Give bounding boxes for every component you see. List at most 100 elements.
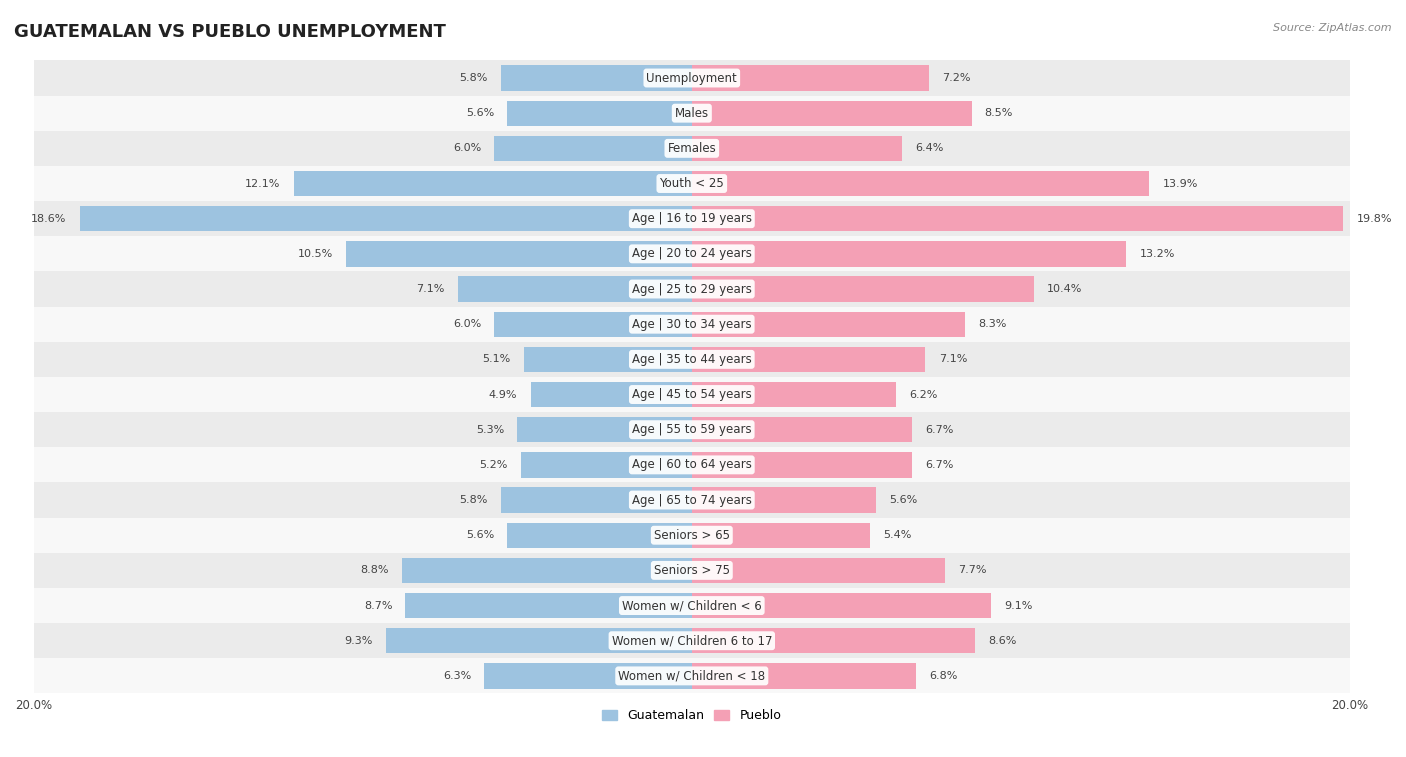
Bar xyxy=(692,136,903,161)
Text: 10.4%: 10.4% xyxy=(1047,284,1083,294)
Text: Age | 30 to 34 years: Age | 30 to 34 years xyxy=(631,318,752,331)
Text: Females: Females xyxy=(668,142,716,155)
Text: Youth < 25: Youth < 25 xyxy=(659,177,724,190)
Bar xyxy=(34,377,1350,412)
Text: 6.8%: 6.8% xyxy=(929,671,957,681)
Bar xyxy=(458,276,692,302)
Bar xyxy=(692,241,1126,266)
Text: 19.8%: 19.8% xyxy=(1357,213,1392,223)
Bar xyxy=(692,312,965,337)
Bar xyxy=(692,452,912,478)
Bar xyxy=(495,312,692,337)
Bar xyxy=(485,663,692,689)
Bar xyxy=(80,206,692,232)
Bar xyxy=(530,382,692,407)
Bar xyxy=(294,171,692,196)
Text: 13.9%: 13.9% xyxy=(1163,179,1198,188)
Text: Age | 55 to 59 years: Age | 55 to 59 years xyxy=(631,423,752,436)
Text: Source: ZipAtlas.com: Source: ZipAtlas.com xyxy=(1274,23,1392,33)
Bar xyxy=(692,488,876,512)
Bar xyxy=(34,95,1350,131)
Bar xyxy=(34,412,1350,447)
Legend: Guatemalan, Pueblo: Guatemalan, Pueblo xyxy=(602,709,782,722)
Text: 9.1%: 9.1% xyxy=(1004,600,1033,611)
Text: 6.4%: 6.4% xyxy=(915,143,943,154)
Text: 9.3%: 9.3% xyxy=(344,636,373,646)
Text: 18.6%: 18.6% xyxy=(31,213,66,223)
Bar xyxy=(34,201,1350,236)
Text: 13.2%: 13.2% xyxy=(1139,249,1175,259)
Bar xyxy=(495,136,692,161)
Text: 6.2%: 6.2% xyxy=(910,390,938,400)
Text: 5.3%: 5.3% xyxy=(477,425,505,435)
Text: 12.1%: 12.1% xyxy=(245,179,280,188)
Text: 7.7%: 7.7% xyxy=(959,565,987,575)
Text: 5.4%: 5.4% xyxy=(883,530,911,540)
Bar xyxy=(692,382,896,407)
Text: Age | 65 to 74 years: Age | 65 to 74 years xyxy=(631,494,752,506)
Text: 5.2%: 5.2% xyxy=(479,459,508,470)
Text: 6.0%: 6.0% xyxy=(453,319,481,329)
Text: Age | 45 to 54 years: Age | 45 to 54 years xyxy=(631,388,752,401)
Bar xyxy=(520,452,692,478)
Bar xyxy=(501,65,692,91)
Text: Age | 16 to 19 years: Age | 16 to 19 years xyxy=(631,212,752,225)
Bar xyxy=(692,663,915,689)
Text: 8.8%: 8.8% xyxy=(360,565,389,575)
Text: 8.5%: 8.5% xyxy=(984,108,1014,118)
Text: 7.1%: 7.1% xyxy=(939,354,967,364)
Text: 4.9%: 4.9% xyxy=(489,390,517,400)
Bar xyxy=(34,482,1350,518)
Text: 8.3%: 8.3% xyxy=(979,319,1007,329)
Text: 5.6%: 5.6% xyxy=(889,495,918,505)
Bar xyxy=(692,558,945,583)
Bar xyxy=(34,553,1350,588)
Text: 6.3%: 6.3% xyxy=(443,671,471,681)
Text: 5.1%: 5.1% xyxy=(482,354,510,364)
Bar xyxy=(508,522,692,548)
Bar xyxy=(34,236,1350,272)
Text: 5.8%: 5.8% xyxy=(460,495,488,505)
Bar xyxy=(34,61,1350,95)
Text: Women w/ Children < 18: Women w/ Children < 18 xyxy=(619,669,765,682)
Bar xyxy=(692,65,929,91)
Bar xyxy=(692,171,1149,196)
Text: GUATEMALAN VS PUEBLO UNEMPLOYMENT: GUATEMALAN VS PUEBLO UNEMPLOYMENT xyxy=(14,23,446,41)
Text: 6.7%: 6.7% xyxy=(925,425,953,435)
Bar xyxy=(692,347,925,372)
Text: 7.2%: 7.2% xyxy=(942,73,970,83)
Bar xyxy=(34,447,1350,482)
Text: Seniors > 65: Seniors > 65 xyxy=(654,528,730,542)
Bar xyxy=(34,166,1350,201)
Text: Women w/ Children < 6: Women w/ Children < 6 xyxy=(621,599,762,612)
Text: Age | 35 to 44 years: Age | 35 to 44 years xyxy=(631,353,752,366)
Text: 10.5%: 10.5% xyxy=(298,249,333,259)
Text: 8.7%: 8.7% xyxy=(364,600,392,611)
Text: Unemployment: Unemployment xyxy=(647,71,737,85)
Bar xyxy=(34,588,1350,623)
Text: Males: Males xyxy=(675,107,709,120)
Bar xyxy=(346,241,692,266)
Text: 6.7%: 6.7% xyxy=(925,459,953,470)
Bar xyxy=(692,101,972,126)
Text: 5.6%: 5.6% xyxy=(465,530,495,540)
Bar xyxy=(405,593,692,618)
Text: 7.1%: 7.1% xyxy=(416,284,444,294)
Bar xyxy=(692,206,1344,232)
Text: Women w/ Children 6 to 17: Women w/ Children 6 to 17 xyxy=(612,634,772,647)
Bar xyxy=(692,593,991,618)
Bar xyxy=(34,659,1350,693)
Bar xyxy=(34,623,1350,659)
Bar xyxy=(501,488,692,512)
Bar xyxy=(34,272,1350,307)
Bar xyxy=(692,628,974,653)
Bar xyxy=(34,518,1350,553)
Bar xyxy=(517,417,692,442)
Bar xyxy=(402,558,692,583)
Bar xyxy=(34,341,1350,377)
Bar xyxy=(34,307,1350,341)
Bar xyxy=(524,347,692,372)
Bar xyxy=(692,522,869,548)
Text: 6.0%: 6.0% xyxy=(453,143,481,154)
Text: 5.8%: 5.8% xyxy=(460,73,488,83)
